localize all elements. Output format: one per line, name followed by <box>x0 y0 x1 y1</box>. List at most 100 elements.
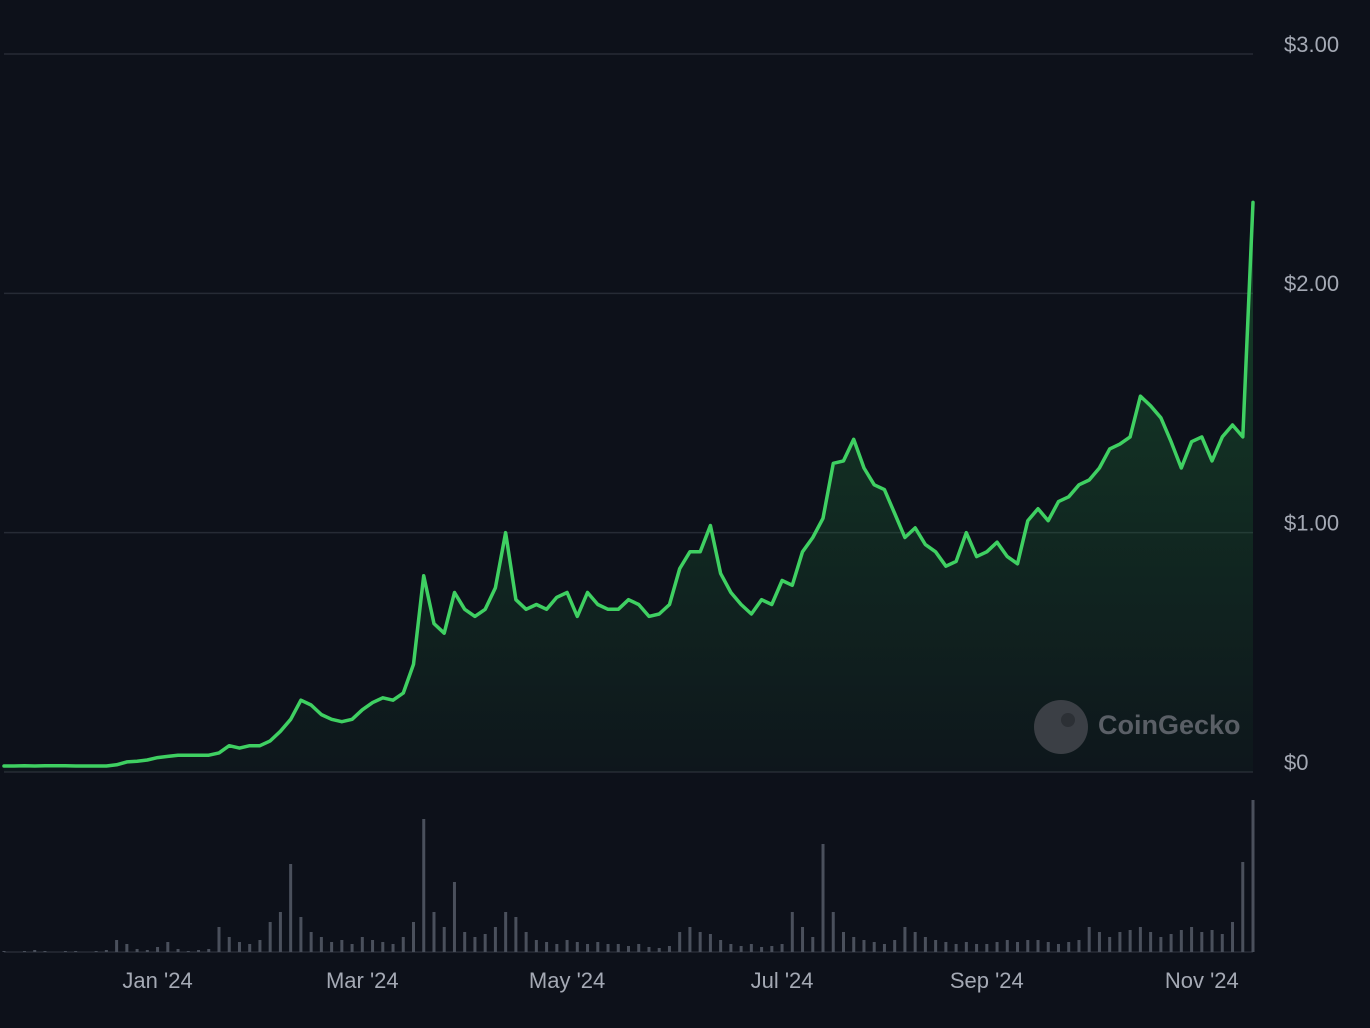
volume-bar <box>1200 932 1204 952</box>
volume-bar <box>176 949 180 952</box>
volume-bar <box>1087 927 1091 952</box>
volume-bar <box>473 937 477 952</box>
volume-bar <box>1138 927 1142 952</box>
volume-bar <box>1241 862 1245 952</box>
volume-bar <box>350 944 354 952</box>
volume-bar <box>954 944 958 952</box>
price-area <box>4 202 1253 772</box>
volume-bar <box>831 912 835 952</box>
volume-bar <box>135 949 139 952</box>
volume-bar <box>1128 930 1132 952</box>
volume-bar <box>483 934 487 952</box>
volume-bar <box>248 944 252 952</box>
x-tick-label: May '24 <box>529 968 605 993</box>
volume-bar <box>115 940 119 952</box>
volume-bar <box>944 942 948 952</box>
volume-bar <box>463 932 467 952</box>
volume-bar <box>74 951 78 952</box>
volume-bar <box>43 951 47 952</box>
volume-bar <box>1108 937 1112 952</box>
volume-bar <box>207 949 211 952</box>
volume-bar <box>1210 930 1214 952</box>
volume-bar <box>309 932 313 952</box>
volume-bar <box>862 940 866 952</box>
volume-bar <box>770 946 774 952</box>
volume-bar <box>872 942 876 952</box>
price-line <box>2 200 1255 768</box>
volume-bar <box>1077 940 1081 952</box>
volume-bar <box>821 844 825 952</box>
volume-bar <box>637 944 641 952</box>
volume-bar <box>330 942 334 952</box>
volume-bar <box>1220 934 1224 952</box>
volume-bar <box>811 937 815 952</box>
y-tick-label: $1.00 <box>1284 510 1339 535</box>
y-tick-label: $0 <box>1284 750 1308 775</box>
volume-bar <box>1056 944 1060 952</box>
watermark-logo-eye <box>1061 713 1075 727</box>
volume-bar <box>125 944 129 952</box>
volume-bar <box>432 912 436 952</box>
volume-bar <box>186 951 190 952</box>
volume-bar <box>841 932 845 952</box>
volume-bar <box>678 932 682 952</box>
volume-bar <box>647 947 651 952</box>
volume-bar <box>319 937 323 952</box>
volume-bar <box>688 927 692 952</box>
volume-bar <box>1016 942 1020 952</box>
volume-bar <box>381 942 385 952</box>
volume-bar <box>1036 940 1040 952</box>
volume-bar <box>1159 937 1163 952</box>
y-tick-label: $3.00 <box>1284 32 1339 57</box>
volume-bar <box>442 927 446 952</box>
volume-bar <box>903 927 907 952</box>
watermark-text: CoinGecko <box>1098 710 1241 740</box>
volume-bar <box>422 819 426 952</box>
x-tick-label: Mar '24 <box>326 968 399 993</box>
volume-bar <box>586 944 590 952</box>
volume-bar <box>616 944 620 952</box>
volume-bar <box>852 937 856 952</box>
volume-bar <box>401 937 405 952</box>
volume-bar <box>760 947 764 952</box>
volume-bar <box>790 912 794 952</box>
volume-bar <box>780 944 784 952</box>
volume-bar <box>1067 942 1071 952</box>
volume-bar <box>104 950 108 952</box>
volume-bar <box>985 944 989 952</box>
volume-bar <box>964 942 968 952</box>
volume-bar <box>923 937 927 952</box>
volume-bar <box>197 950 201 952</box>
volume-bar <box>360 937 364 952</box>
volume-bar <box>1097 932 1101 952</box>
volume-bar <box>657 948 661 952</box>
volume-bar <box>698 932 702 952</box>
volume-bar <box>1179 930 1183 952</box>
volume-bar <box>371 940 375 952</box>
volume-bar <box>606 944 610 952</box>
volume-bar <box>1026 940 1030 952</box>
volume-bar <box>1118 932 1122 952</box>
volume-bar <box>1149 932 1153 952</box>
volume-bar <box>729 944 733 952</box>
volume-bar <box>268 922 272 952</box>
x-tick-label: Jul '24 <box>751 968 814 993</box>
volume-bar <box>299 917 303 952</box>
volume-bar <box>33 950 37 952</box>
volume-bar <box>340 940 344 952</box>
volume-bar <box>596 942 600 952</box>
volume-bar <box>934 940 938 952</box>
x-tick-label: Jan '24 <box>122 968 192 993</box>
volume-bar <box>289 864 293 952</box>
volume-bar <box>627 946 630 952</box>
volume-bar <box>708 934 712 952</box>
volume-bar <box>514 917 518 952</box>
volume-bar <box>227 937 231 952</box>
volume-bar <box>2 951 6 952</box>
volume-bar <box>995 942 999 952</box>
x-tick-label: Sep '24 <box>950 968 1024 993</box>
watermark-logo <box>1034 700 1088 754</box>
volume-bar <box>63 951 67 952</box>
volume-bar <box>166 942 170 952</box>
